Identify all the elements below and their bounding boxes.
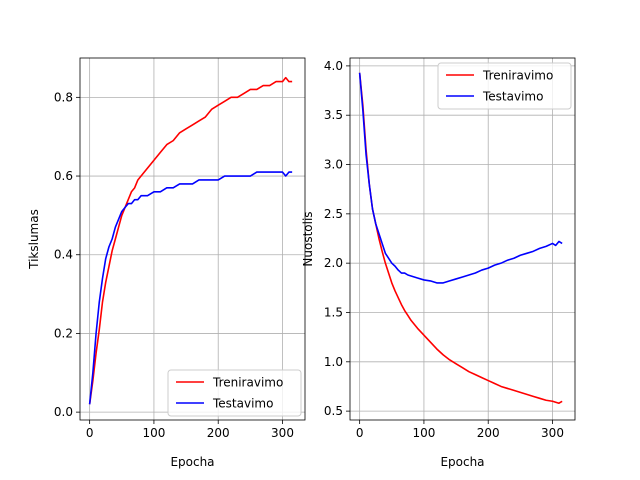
chart1-ytick-label: 0.8 (54, 90, 73, 104)
chart1-ytick-label: 0.4 (54, 248, 73, 262)
chart1-ytick-label: 0.0 (54, 405, 73, 419)
chart1-axes-frame (79, 57, 306, 421)
accuracy-chart: 0 100 200 300 0.0 0.2 0.4 0.6 0.8 Epocha Tikslumas… (27, 57, 306, 469)
chart1-xtick-label: 300 (271, 426, 294, 440)
chart2-ytick-label: 1.5 (324, 305, 343, 319)
chart1-legend-label: Testavimo (212, 397, 273, 411)
chart2-axes-frame (349, 57, 576, 421)
chart2-ytick-label: 1.0 (324, 355, 343, 369)
chart2-legend: Treniravimo Testavimo (437, 62, 572, 110)
chart1-xtick-label: 100 (142, 426, 165, 440)
chart2-series-train-line (358, 72, 563, 405)
chart2-ytick-label: 4.0 (324, 59, 343, 73)
chart2-series-test-line (358, 72, 563, 284)
chart2-ytick-label: 3.5 (324, 108, 343, 122)
chart1-xaxis-label: Epocha (170, 455, 214, 469)
chart2-legend-label: Treniravimo (482, 69, 553, 83)
chart1-xtick-label: 0 (86, 426, 94, 440)
chart2-xtick-label: 0 (356, 426, 364, 440)
chart1-ytick-label: 0.2 (54, 326, 73, 340)
chart1-series-train-line (88, 76, 293, 405)
chart2-xtick-label: 300 (541, 426, 564, 440)
chart2-yaxis-label: Nuostolis (301, 211, 315, 266)
chart1-yaxis-label: Tikslumas (27, 209, 41, 270)
chart2-ytick-label: 2.5 (324, 207, 343, 221)
chart1-series-test-line (88, 171, 293, 405)
chart1-legend: Treniravimo Testavimo (167, 369, 302, 417)
chart2-xtick-label: 100 (412, 426, 435, 440)
chart2-ytick-label: 2.0 (324, 256, 343, 270)
chart2-ytick-label: 3.0 (324, 158, 343, 172)
chart1-legend-label: Treniravimo (212, 376, 283, 390)
chart1-ytick-label: 0.6 (54, 169, 73, 183)
chart1-xtick-label: 200 (207, 426, 230, 440)
chart2-ytick-label: 0.5 (324, 404, 343, 418)
chart2-legend-label: Testavimo (482, 90, 543, 104)
loss-chart: 0 100 200 300 0.5 1.0 1.5 2.0 2.5 3.0 3.5 4.0 Epocha… (301, 57, 576, 469)
chart2-xtick-label: 200 (477, 426, 500, 440)
chart2-xaxis-label: Epocha (440, 455, 484, 469)
